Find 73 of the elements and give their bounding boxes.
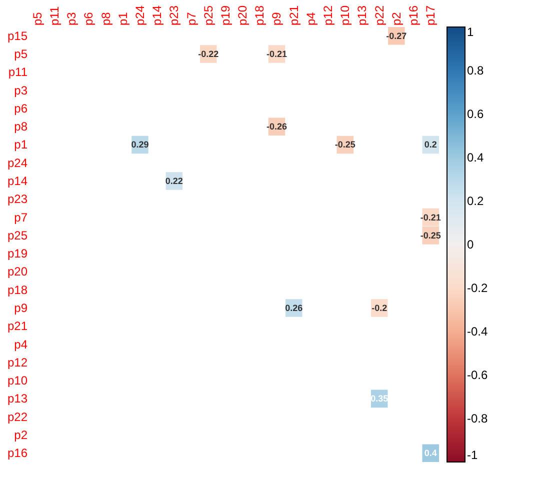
x-tick-label: p14	[150, 5, 164, 26]
x-tick-label: p11	[47, 6, 62, 26]
x-tick-label: p23	[167, 5, 182, 26]
y-tick-label: p5	[14, 47, 28, 62]
y-tick-label: p18	[7, 282, 28, 297]
x-tick-label: p9	[270, 12, 284, 26]
data-label: -0.21	[420, 212, 441, 222]
x-tick-label: p1	[116, 12, 130, 26]
y-tick-label: p11	[8, 65, 28, 80]
data-label: -0.26	[266, 122, 287, 132]
data-label: -0.27	[386, 30, 407, 41]
data-label: 0.35	[370, 394, 388, 404]
color-bar-label: -0.6	[467, 368, 488, 382]
x-tick-label: p20	[236, 5, 250, 26]
y-tick-label: p16	[7, 446, 28, 460]
data-label: 0.22	[165, 176, 183, 186]
x-tick-label: p3	[64, 12, 79, 26]
y-tick-label: p6	[14, 101, 28, 116]
x-tick-label: p22	[372, 5, 386, 26]
data-label: 0.26	[285, 302, 303, 313]
x-tick-label: p21	[286, 5, 301, 26]
color-bar-label: -0.4	[467, 324, 488, 338]
y-tick-label: p22	[7, 410, 28, 424]
y-tick-label: p12	[7, 355, 28, 370]
x-tick-label: p16	[406, 5, 421, 26]
y-tick-label: p19	[7, 246, 28, 261]
color-bar-label: -0.8	[467, 412, 488, 426]
x-tick-label: p12	[321, 5, 336, 26]
y-tick-label: p9	[14, 300, 28, 315]
y-tick-label: p14	[7, 174, 28, 188]
x-tick-label: p7	[184, 12, 198, 26]
y-tick-label: p3	[14, 83, 28, 98]
x-tick-label: p13	[355, 5, 370, 26]
data-label: -0.22	[198, 49, 219, 60]
y-tick-label: p7	[14, 210, 28, 224]
y-tick-label: p1	[14, 138, 28, 152]
data-label: -0.2	[372, 302, 388, 313]
y-tick-label: p20	[7, 264, 28, 279]
y-tick-label: p2	[14, 428, 28, 442]
x-tick-label: p2	[389, 12, 404, 26]
color-bar-label: 0.4	[467, 150, 484, 164]
x-tick-label: p4	[304, 12, 318, 26]
data-label: -0.25	[334, 140, 356, 150]
x-tick-label: p5	[30, 12, 44, 26]
data-label: -0.25	[420, 230, 441, 240]
y-tick-label: p13	[7, 392, 28, 406]
y-tick-label: p4	[14, 337, 28, 352]
color-bar-label: 0.6	[467, 107, 484, 121]
x-tick-label: p17	[424, 5, 438, 26]
data-label: 0.29	[131, 140, 149, 150]
x-tick-label: p18	[252, 5, 267, 26]
y-tick-label: p24	[7, 156, 28, 170]
data-label: 0.4	[424, 448, 437, 458]
x-tick-label: p10	[338, 5, 352, 26]
x-tick-label: p24	[132, 5, 147, 26]
color-bar-label: 0.2	[467, 194, 484, 208]
x-tick-label: p25	[201, 5, 216, 26]
x-tick-label: p6	[82, 12, 96, 26]
y-tick-label: p8	[14, 120, 28, 134]
data-label: 0.2	[424, 140, 437, 150]
x-tick-label: p19	[218, 5, 232, 26]
y-tick-label: p10	[7, 374, 28, 388]
y-tick-label: p15	[7, 28, 28, 43]
x-tick-label: p8	[98, 12, 113, 26]
y-tick-label: p25	[7, 228, 28, 242]
data-label: -0.21	[266, 49, 287, 60]
color-bar-label: -1	[467, 448, 478, 462]
color-bar-label: 1	[467, 25, 474, 39]
color-bar-label: 0.8	[467, 64, 484, 78]
color-bar-label: -0.2	[467, 281, 488, 295]
y-tick-label: p23	[7, 192, 28, 206]
y-tick-label: p21	[7, 319, 28, 334]
color-bar-label: 0	[467, 238, 474, 252]
